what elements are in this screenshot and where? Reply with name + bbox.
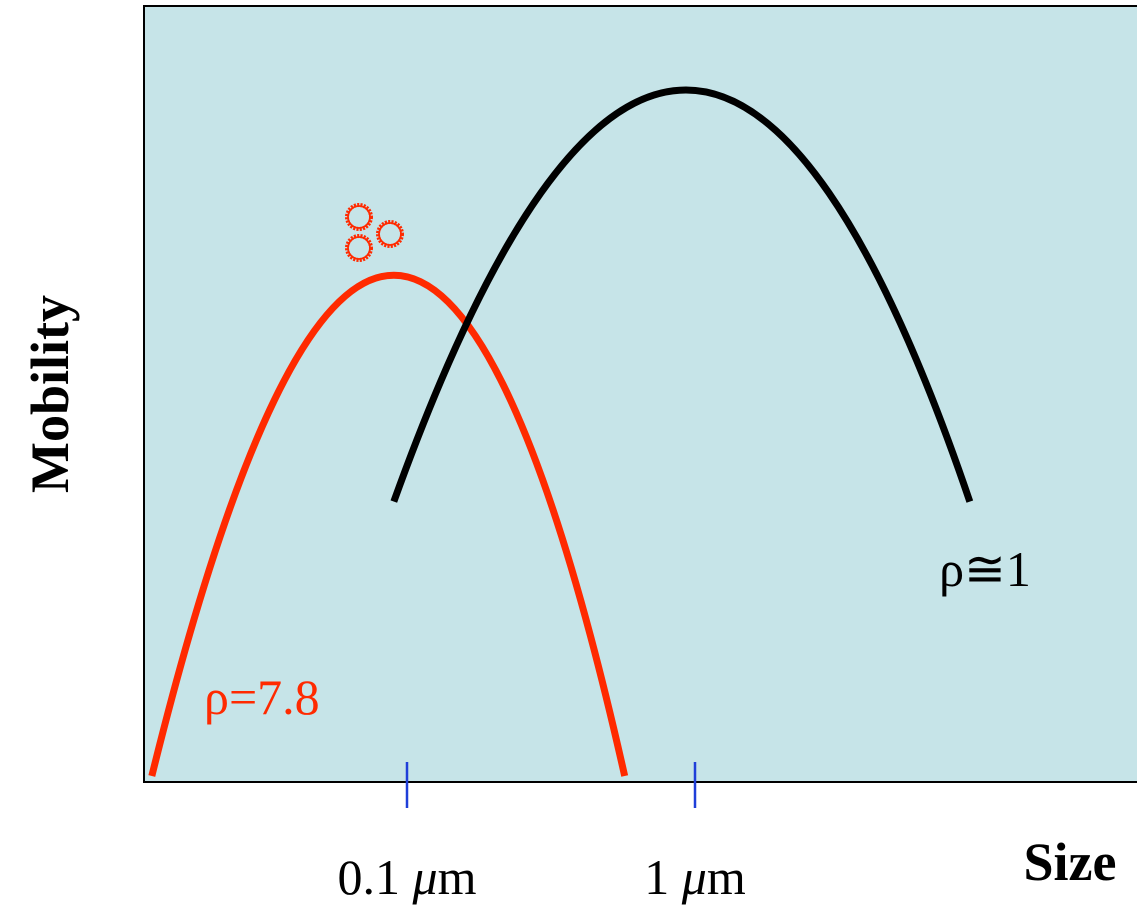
x-tick-label-1: 0.1 μm	[337, 849, 476, 905]
particle-cluster-icon	[345, 203, 404, 262]
x-axis-title: Size	[1024, 832, 1117, 892]
series-line-2	[390, 86, 974, 503]
series-label-2: ρ≅1	[939, 541, 1031, 597]
x-tick-label-2: 1 μm	[644, 849, 746, 905]
plot-area	[143, 5, 1137, 783]
series-line-1	[148, 271, 629, 777]
y-axis-title: Mobility	[20, 295, 80, 493]
series-label-1: ρ=7.8	[204, 669, 320, 725]
